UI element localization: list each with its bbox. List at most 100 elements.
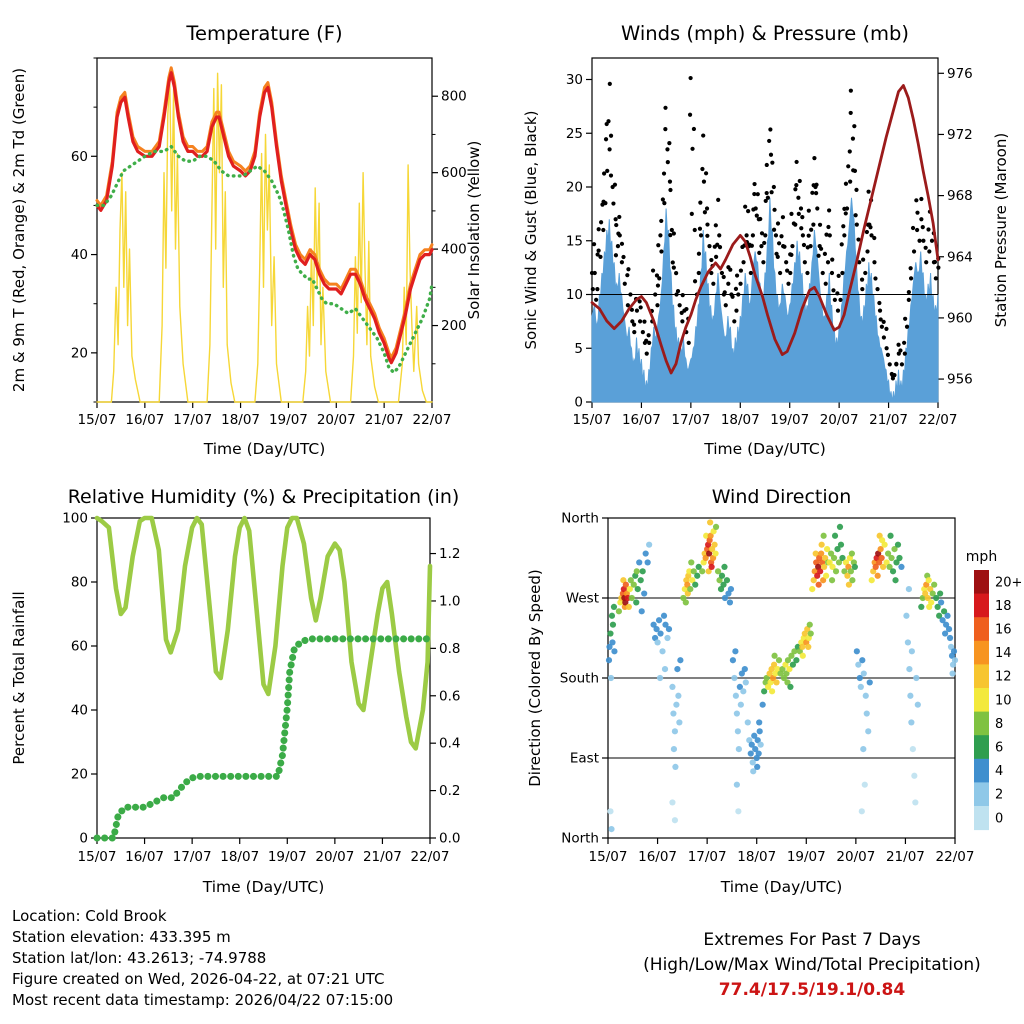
svg-text:15/07: 15/07 [589,849,628,865]
station-info: Location: Cold Brook Station elevation: … [12,906,393,1011]
svg-text:800: 800 [441,89,467,105]
extremes-title: Extremes For Past 7 Days [703,930,921,950]
most-recent-data-timestamp: Most recent data timestamp: 2026/04/22 0… [12,991,394,1009]
svg-text:North: North [561,831,599,847]
svg-text:Time (Day/UTC): Time (Day/UTC) [703,440,826,458]
svg-text:Time (Day/UTC): Time (Day/UTC) [202,878,325,896]
svg-text:20/07: 20/07 [820,412,859,428]
svg-text:19/07: 19/07 [269,412,308,428]
svg-text:19/07: 19/07 [268,849,307,865]
svg-text:17/07: 17/07 [688,849,727,865]
svg-text:25: 25 [566,126,583,142]
svg-text:Time (Day/UTC): Time (Day/UTC) [720,878,843,896]
svg-text:956: 956 [947,372,973,388]
svg-text:Percent & Total Rainfall: Percent & Total Rainfall [10,591,28,764]
svg-text:960: 960 [947,310,973,326]
winds-pressure-chart: 15/07 16/07 17/07 18/07 19/07 20/07 21/07 22/07… [522,22,1010,458]
svg-text:968: 968 [947,188,973,204]
svg-text:964: 964 [947,249,973,265]
svg-text:Wind Direction: Wind Direction [712,486,852,508]
svg-text:21/07: 21/07 [886,849,925,865]
svg-text:21/07: 21/07 [365,412,404,428]
svg-text:0: 0 [79,831,88,847]
svg-text:1.2: 1.2 [439,546,460,562]
svg-text:15/07: 15/07 [573,412,612,428]
svg-text:16/07: 16/07 [622,412,661,428]
svg-text:8: 8 [995,717,1003,732]
svg-text:20/07: 20/07 [315,849,354,865]
svg-text:10: 10 [995,693,1012,708]
svg-text:2: 2 [995,788,1003,803]
svg-text:0.0: 0.0 [439,831,460,847]
svg-text:5: 5 [574,341,583,357]
svg-text:60: 60 [71,639,88,655]
svg-text:Sonic Wind & Gust (Blue, Black: Sonic Wind & Gust (Blue, Black) [522,111,540,350]
svg-text:14: 14 [995,646,1012,661]
svg-text:30: 30 [566,72,583,88]
svg-text:15/07: 15/07 [78,849,117,865]
svg-text:10: 10 [566,287,583,303]
svg-text:17/07: 17/07 [173,412,212,428]
extremes-block: Extremes For Past 7 Days (High/Low/Max W… [600,928,1024,1003]
svg-text:Time (Day/UTC): Time (Day/UTC) [203,440,326,458]
svg-text:0: 0 [574,395,583,411]
svg-text:2m & 9m T (Red, Orange) & 2m T: 2m & 9m T (Red, Orange) & 2m Td (Green) [10,68,28,392]
temperature-chart: 15/07 16/07 17/07 18/07 19/07 20/07 21/07 22/07… [10,22,483,458]
svg-text:15: 15 [566,233,583,249]
svg-text:East: East [570,751,599,767]
svg-text:20/07: 20/07 [317,412,356,428]
svg-text:Relative Humidity (%) & Precip: Relative Humidity (%) & Precipitation (i… [68,486,460,508]
svg-text:18/07: 18/07 [221,412,260,428]
svg-text:16/07: 16/07 [638,849,677,865]
svg-text:22/07: 22/07 [936,849,975,865]
svg-text:North: North [561,511,599,527]
svg-text:80: 80 [71,575,88,591]
svg-text:100: 100 [62,511,88,527]
svg-text:0: 0 [995,811,1003,826]
svg-text:West: West [566,591,599,607]
svg-text:976: 976 [947,66,973,82]
svg-text:16/07: 16/07 [125,849,164,865]
station-latlon: Station lat/lon: 43.2613; -74.9788 [12,949,267,967]
svg-text:19/07: 19/07 [770,412,809,428]
svg-text:17/07: 17/07 [671,412,710,428]
svg-text:1.0: 1.0 [439,593,460,609]
svg-text:20: 20 [71,767,88,783]
svg-text:22/07: 22/07 [411,849,450,865]
svg-text:22/07: 22/07 [919,412,958,428]
svg-text:6: 6 [995,741,1003,756]
svg-text:17/07: 17/07 [173,849,212,865]
svg-text:400: 400 [441,242,467,258]
svg-text:20+: 20+ [995,575,1022,590]
svg-text:mph: mph [966,549,997,565]
svg-text:40: 40 [71,703,88,719]
svg-text:South: South [560,671,599,687]
svg-text:600: 600 [441,165,467,181]
svg-text:40: 40 [71,247,88,263]
svg-text:200: 200 [441,318,467,334]
wind-direction-chart: 15/07 16/07 17/07 18/07 19/07 20/07 21/07 22/07… [526,486,1022,896]
svg-text:Direction (Colored By Speed): Direction (Colored By Speed) [526,569,544,787]
humidity-precip-chart: 15/07 16/07 17/07 18/07 19/07 20/07 21/07 22/07… [10,486,460,896]
extremes-values: 77.4/17.5/19.1/0.84 [718,980,906,1000]
svg-text:0.8: 0.8 [439,641,460,657]
svg-text:0.2: 0.2 [439,783,460,799]
svg-text:20: 20 [71,345,88,361]
svg-text:Station Pressure (Maroon): Station Pressure (Maroon) [992,133,1010,327]
svg-text:18/07: 18/07 [721,412,760,428]
svg-text:20/07: 20/07 [836,849,875,865]
svg-text:0.6: 0.6 [439,688,460,704]
svg-text:Solar Insolation (Yellow): Solar Insolation (Yellow) [465,141,483,320]
svg-text:15/07: 15/07 [78,412,117,428]
svg-text:Temperature (F): Temperature (F) [185,22,342,45]
svg-text:19/07: 19/07 [787,849,826,865]
svg-text:18: 18 [995,599,1012,614]
svg-text:18/07: 18/07 [220,849,259,865]
svg-text:12: 12 [995,670,1012,685]
svg-text:972: 972 [947,127,973,143]
svg-text:22/07: 22/07 [413,412,452,428]
svg-text:0.4: 0.4 [439,736,460,752]
station-elevation: Station elevation: 433.395 m [12,928,231,946]
svg-text:Winds (mph) & Pressure (mb): Winds (mph) & Pressure (mb) [621,22,909,45]
